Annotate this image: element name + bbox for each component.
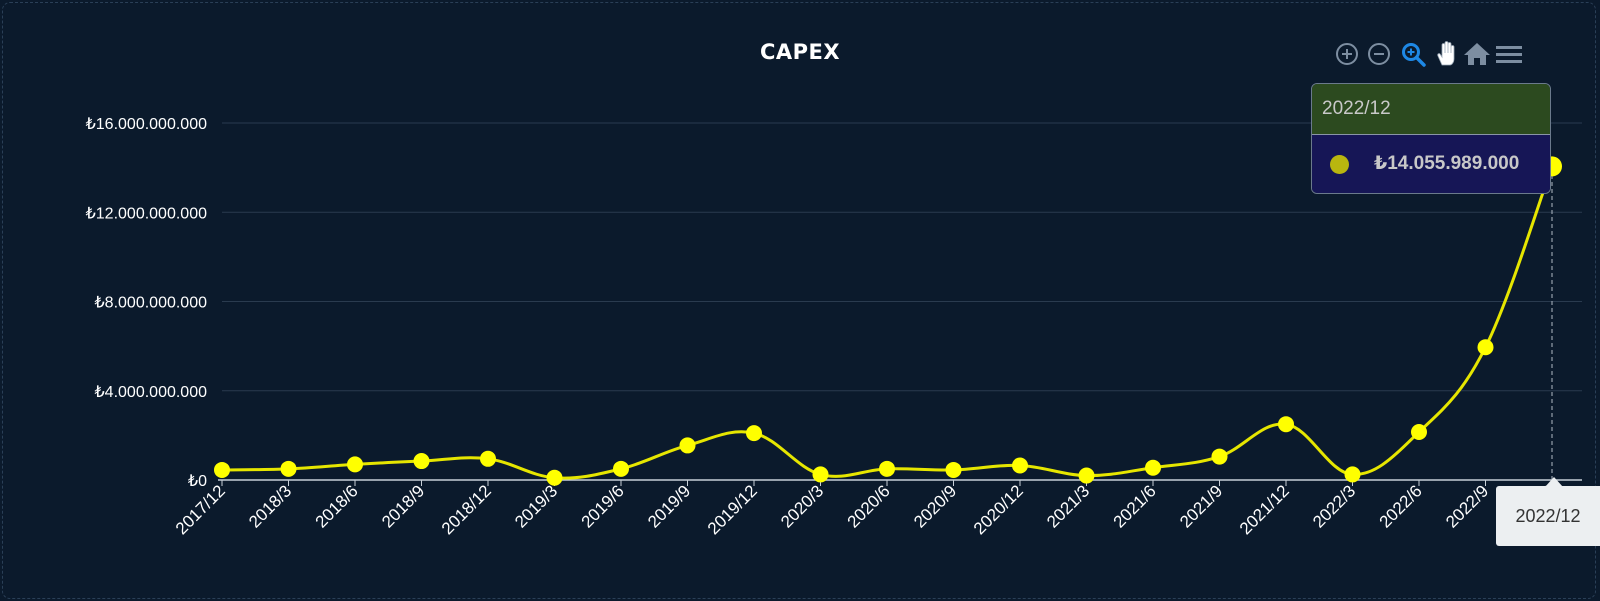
y-tick-label: ₺0 [188, 473, 207, 490]
data-point-marker[interactable] [879, 460, 895, 477]
data-point-marker[interactable] [945, 461, 962, 478]
tooltip-value: ₺14.055.989.000 [1374, 153, 1520, 174]
x-crosshair-label-arrow [1545, 477, 1563, 487]
menu-icon[interactable] [1494, 40, 1522, 68]
x-tick-label: 2019/6 [578, 481, 628, 531]
data-point-marker[interactable] [679, 437, 696, 454]
zoom-out-icon[interactable] [1366, 40, 1392, 68]
series-line [221, 165, 1554, 480]
y-tick-label: ₺8.000.000.000 [95, 295, 208, 312]
data-point-marker[interactable] [1012, 457, 1028, 474]
x-tick-label: 2018/12 [438, 481, 495, 538]
chart-title: CAPEX [759, 40, 841, 64]
x-tick-label: 2020/3 [777, 481, 827, 531]
data-point-marker[interactable] [280, 460, 297, 477]
data-point-marker[interactable] [1411, 424, 1427, 441]
x-tick-label: 2019/9 [644, 481, 694, 531]
x-tick-label: 2021/9 [1176, 481, 1226, 531]
data-point-marker[interactable] [546, 469, 563, 486]
x-crosshair-label: 2022/12 [1496, 486, 1600, 546]
data-point-marker[interactable] [1078, 467, 1095, 484]
data-point-marker[interactable] [1145, 459, 1161, 476]
data-point-marker[interactable] [480, 450, 496, 467]
x-tick-label: 2018/3 [245, 481, 295, 531]
x-tick-label: 2019/12 [704, 481, 761, 538]
data-point-marker[interactable] [413, 453, 430, 470]
x-tick-label: 2018/6 [312, 481, 362, 531]
data-point-marker[interactable] [812, 466, 829, 483]
data-point-marker[interactable] [1211, 448, 1228, 465]
data-point-marker[interactable] [613, 460, 629, 477]
x-tick-label: 2021/3 [1043, 481, 1093, 531]
x-tick-label: 2020/9 [910, 481, 960, 531]
x-tick-label: 2022/6 [1376, 481, 1426, 531]
data-point-marker[interactable] [214, 461, 230, 478]
x-tick-label: 2022/3 [1309, 481, 1359, 531]
data-point-marker[interactable] [746, 425, 762, 442]
y-tick-label: ₺12.000.000.000 [86, 205, 208, 222]
x-axis-tick-labels: 2017/12 2018/3 2018/6 2018/9 2018/12 2019/3 20… [172, 480, 1559, 538]
x-tick-label: 2019/3 [511, 481, 561, 531]
x-tick-label: 2021/12 [1236, 481, 1293, 538]
data-point-marker[interactable] [347, 456, 363, 473]
data-tooltip: 2022/12 ₺14.055.989.000 [1311, 83, 1551, 194]
x-tick-label: 2022/9 [1442, 481, 1492, 531]
selection-zoom-icon[interactable] [1400, 40, 1426, 68]
x-tick-label: 2020/6 [844, 481, 894, 531]
tooltip-body: ₺14.055.989.000 [1312, 135, 1550, 193]
zoom-in-icon[interactable] [1334, 40, 1360, 68]
reset-home-icon[interactable] [1462, 40, 1490, 68]
x-tick-label: 2020/12 [970, 481, 1027, 538]
data-point-marker[interactable] [1278, 416, 1294, 433]
y-tick-label: ₺16.000.000.000 [86, 116, 208, 133]
x-tick-label: 2021/6 [1110, 481, 1160, 531]
chart-toolbar [1336, 40, 1550, 70]
series-marker-icon [1330, 155, 1349, 174]
pan-icon[interactable] [1434, 40, 1460, 68]
series-markers [214, 156, 1562, 486]
tooltip-category: 2022/12 [1312, 84, 1550, 135]
y-axis-tick-labels: ₺0 ₺4.000.000.000 ₺8.000.000.000 ₺12.000.00… [86, 116, 208, 490]
data-point-marker[interactable] [1477, 339, 1494, 356]
y-tick-label: ₺4.000.000.000 [95, 384, 208, 401]
data-point-marker[interactable] [1344, 466, 1361, 483]
x-tick-label: 2018/9 [378, 481, 428, 531]
